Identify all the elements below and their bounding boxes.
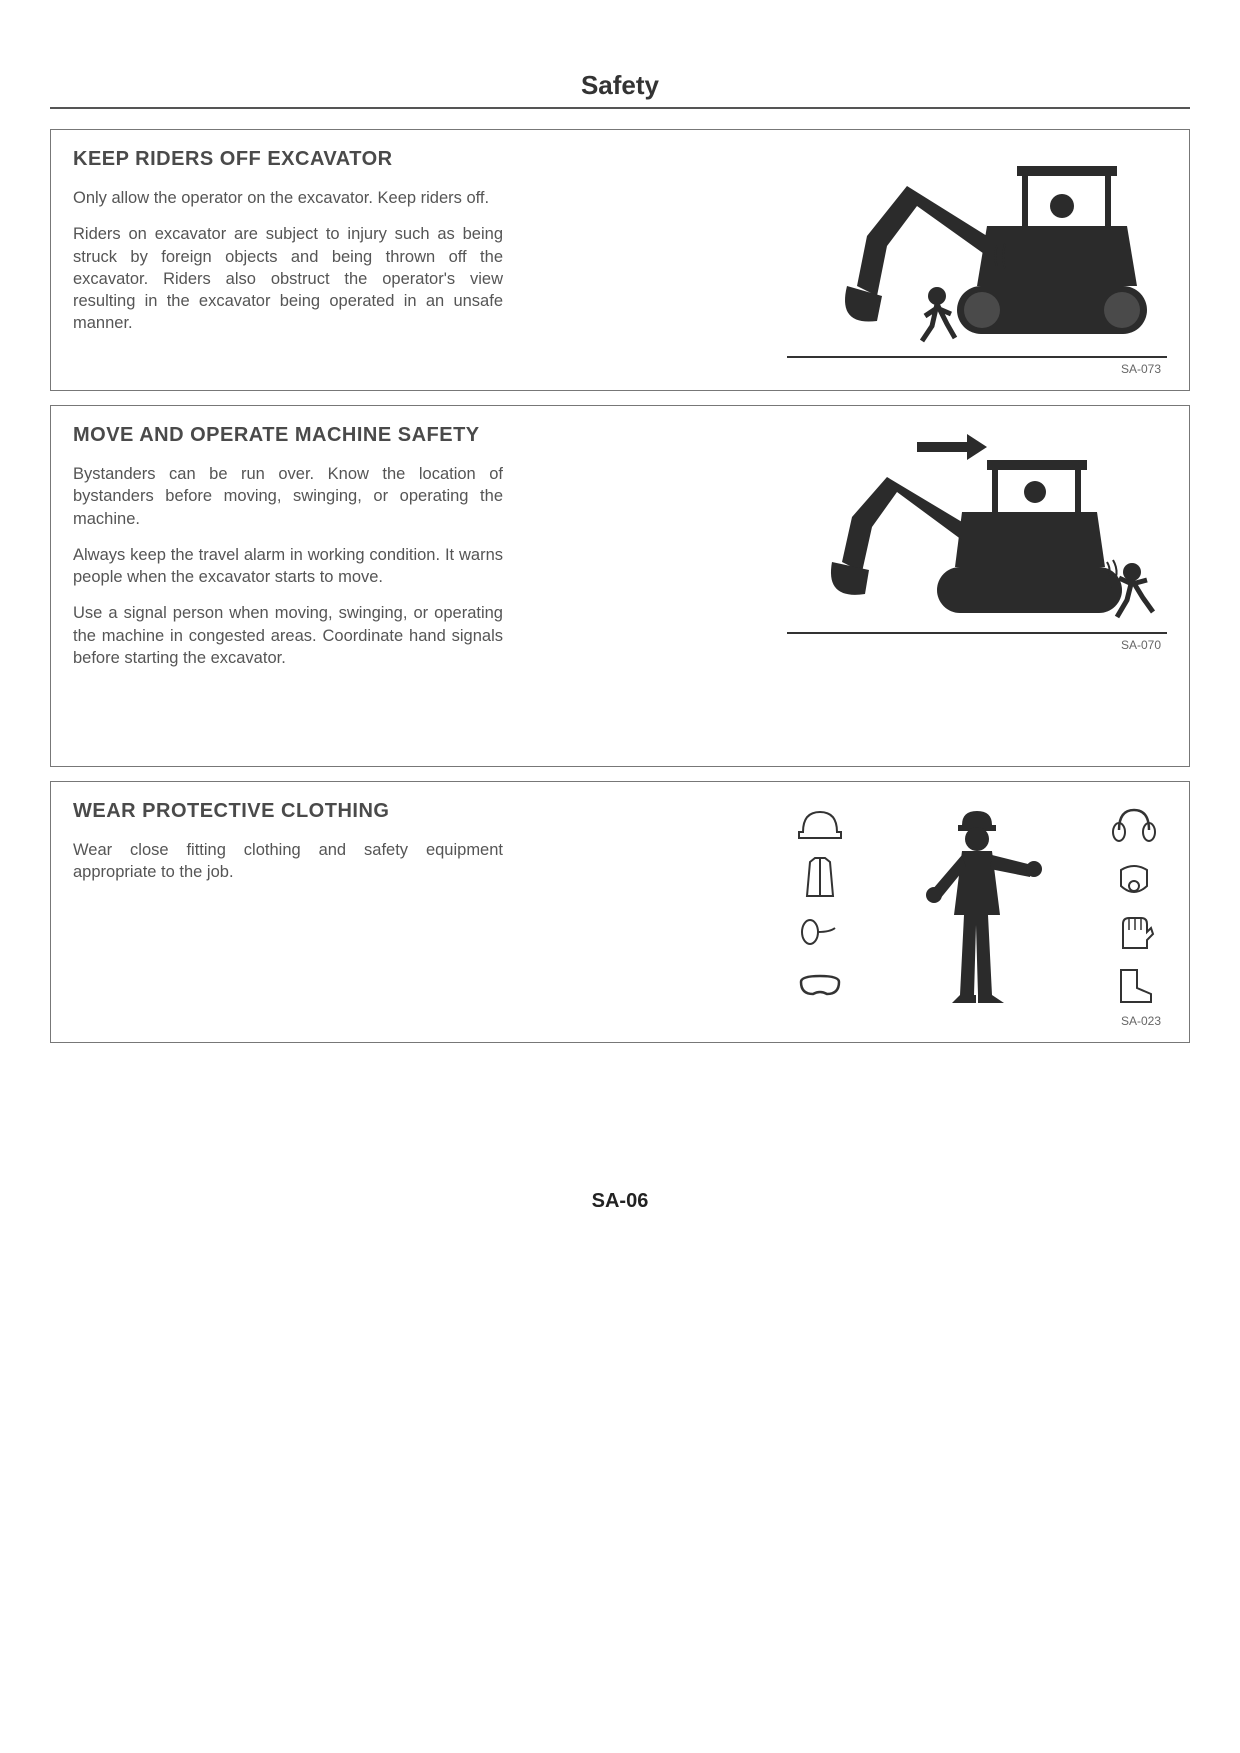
section-title: KEEP RIDERS OFF EXCAVATOR [73, 148, 503, 171]
goggles-icon [795, 964, 845, 1008]
earmuffs-icon [1109, 802, 1159, 846]
section-protective-clothing: WEAR PROTECTIVE CLOTHING Wear close fitt… [50, 781, 1190, 1043]
figure-ref: SA-023 [523, 1010, 1167, 1028]
section-keep-riders: KEEP RIDERS OFF EXCAVATOR Only allow the… [50, 129, 1190, 391]
section-title: MOVE AND OPERATE MACHINE SAFETY [73, 424, 503, 447]
section-move-operate: MOVE AND OPERATE MACHINE SAFETY Bystande… [50, 405, 1190, 767]
figure-ref: SA-070 [523, 634, 1167, 652]
section-title: WEAR PROTECTIVE CLOTHING [73, 800, 503, 823]
illustration-ppe-worker [787, 800, 1167, 1010]
gloves-icon [1109, 910, 1159, 954]
paragraph: Only allow the operator on the excavator… [73, 187, 503, 209]
paragraph: Wear close fitting clothing and safety e… [73, 839, 503, 884]
page-title: Safety [50, 70, 1190, 101]
boots-icon [1109, 964, 1159, 1008]
page-footer: SA-06 [0, 1190, 1240, 1213]
paragraph: Riders on excavator are subject to injur… [73, 223, 503, 334]
earplugs-icon [795, 910, 845, 954]
worker-silhouette-icon [892, 805, 1062, 1005]
paragraph: Bystanders can be run over. Know the loc… [73, 463, 503, 530]
page-header: Safety [50, 60, 1190, 109]
paragraph: Use a signal person when moving, swingin… [73, 602, 503, 669]
illustration-excavator-bystander [787, 424, 1167, 634]
illustration-excavator-no-rider [787, 148, 1167, 358]
hardhat-icon [795, 802, 845, 846]
vest-icon [795, 856, 845, 900]
respirator-icon [1109, 856, 1159, 900]
paragraph: Always keep the travel alarm in working … [73, 544, 503, 589]
figure-ref: SA-073 [523, 358, 1167, 376]
